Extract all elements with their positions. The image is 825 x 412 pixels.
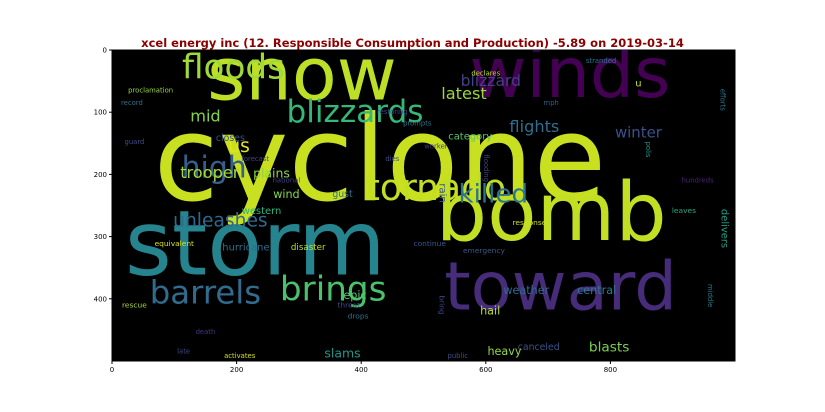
word-us: us	[228, 136, 250, 157]
word-trooper: trooper	[180, 163, 240, 182]
word-blizzard: blizzard	[461, 72, 521, 90]
word-death: death	[196, 328, 216, 336]
word-efforts: efforts	[719, 89, 727, 112]
chart-title: xcel energy inc (12. Responsible Consump…	[141, 36, 684, 50]
word-proclamation: proclamation	[128, 86, 173, 94]
word-heavy: heavy	[487, 345, 521, 358]
word-gust: gust	[332, 189, 353, 200]
word-bomb: bomb	[436, 166, 667, 260]
y-tick-label: 400	[94, 295, 107, 303]
word-blizzards: blizzards	[287, 94, 424, 130]
y-tick-label: 200	[94, 171, 107, 179]
word-plains: plains	[253, 166, 290, 181]
word-winter: winter	[615, 124, 663, 142]
word-storm: storm	[125, 192, 386, 297]
word-national: national	[273, 177, 301, 185]
x-tick-label: 200	[230, 366, 243, 374]
word-prompts: prompts	[403, 119, 432, 127]
word-equivalent: equivalent	[155, 239, 194, 248]
word-hail: hail	[480, 305, 500, 318]
word-central: central	[577, 284, 616, 297]
word-latest: latest	[441, 84, 486, 103]
word-tornado: tornado	[366, 167, 506, 209]
word-hurricane: hurricane	[222, 242, 269, 253]
x-tick-label: 400	[355, 366, 368, 374]
word-worker: worker	[424, 142, 447, 150]
word-delivers: delivers	[718, 209, 729, 248]
word-public: public	[447, 352, 468, 360]
word-toward: toward	[444, 247, 677, 325]
word-closes: closes	[216, 133, 245, 144]
word-disaster: disaster	[291, 243, 326, 253]
word-rain: rain	[437, 183, 448, 202]
word-late: late	[177, 348, 190, 356]
y-tick-label: 100	[94, 109, 107, 117]
word-western: western	[242, 206, 282, 217]
word-cyclone: cyclone	[154, 90, 607, 228]
x-tick-label: 800	[604, 366, 617, 374]
word-category: category	[448, 132, 492, 143]
x-tick-label: 0	[110, 366, 114, 374]
word-wind: wind	[273, 188, 299, 201]
word-declares: declares	[471, 70, 500, 78]
word-floods: floods	[182, 47, 285, 87]
word-drops: drops	[348, 312, 369, 321]
word-mph: mph	[544, 99, 559, 107]
word-record: record	[121, 99, 143, 107]
word-barrels: barrels	[150, 274, 261, 312]
word-flights: flights	[509, 117, 559, 136]
word-bring: bring	[438, 295, 447, 315]
word-polis: polis	[644, 142, 652, 158]
word-dies: dies	[385, 155, 399, 163]
word-epic: epic	[343, 289, 366, 302]
word-continue: continue	[414, 239, 447, 248]
word-blasts: blasts	[589, 339, 629, 355]
word-leaves: leaves	[672, 206, 696, 215]
word-u: u	[635, 79, 641, 90]
word-activates: activates	[224, 352, 256, 360]
y-tick-label: 0	[103, 47, 107, 55]
word-flooding: flooding	[482, 154, 490, 182]
word-unleashes: unleashes	[173, 211, 267, 232]
word-weather: weather	[503, 284, 549, 297]
word-mid: mid	[190, 106, 220, 125]
word-hundreds: hundreds	[682, 177, 715, 185]
word-middle: middle	[706, 284, 714, 307]
y-tick-label: 300	[94, 233, 107, 241]
word-brings: brings	[280, 269, 386, 309]
word-threat: threat	[337, 301, 360, 310]
word-stranded: stranded	[586, 57, 616, 65]
word-response: response	[512, 218, 546, 227]
word-killed: killed	[459, 179, 529, 209]
word-slams: slams	[324, 345, 360, 360]
x-axis: 0 200 400 600 800	[110, 361, 617, 374]
x-tick-label: 600	[479, 366, 492, 374]
word-rescue: rescue	[122, 301, 147, 310]
word-restoring: restoring	[377, 108, 408, 116]
word-forecast: forecast	[241, 155, 269, 163]
word-canceled: canceled	[518, 342, 560, 353]
plot-background	[111, 49, 736, 362]
word-winds: winds	[469, 33, 670, 114]
y-axis: 0 100 200 300 400	[94, 47, 112, 303]
word-snow: snow	[207, 32, 397, 117]
word-emergency: emergency	[463, 246, 506, 255]
word-guard: guard	[124, 138, 144, 146]
word-high: high	[182, 151, 247, 186]
